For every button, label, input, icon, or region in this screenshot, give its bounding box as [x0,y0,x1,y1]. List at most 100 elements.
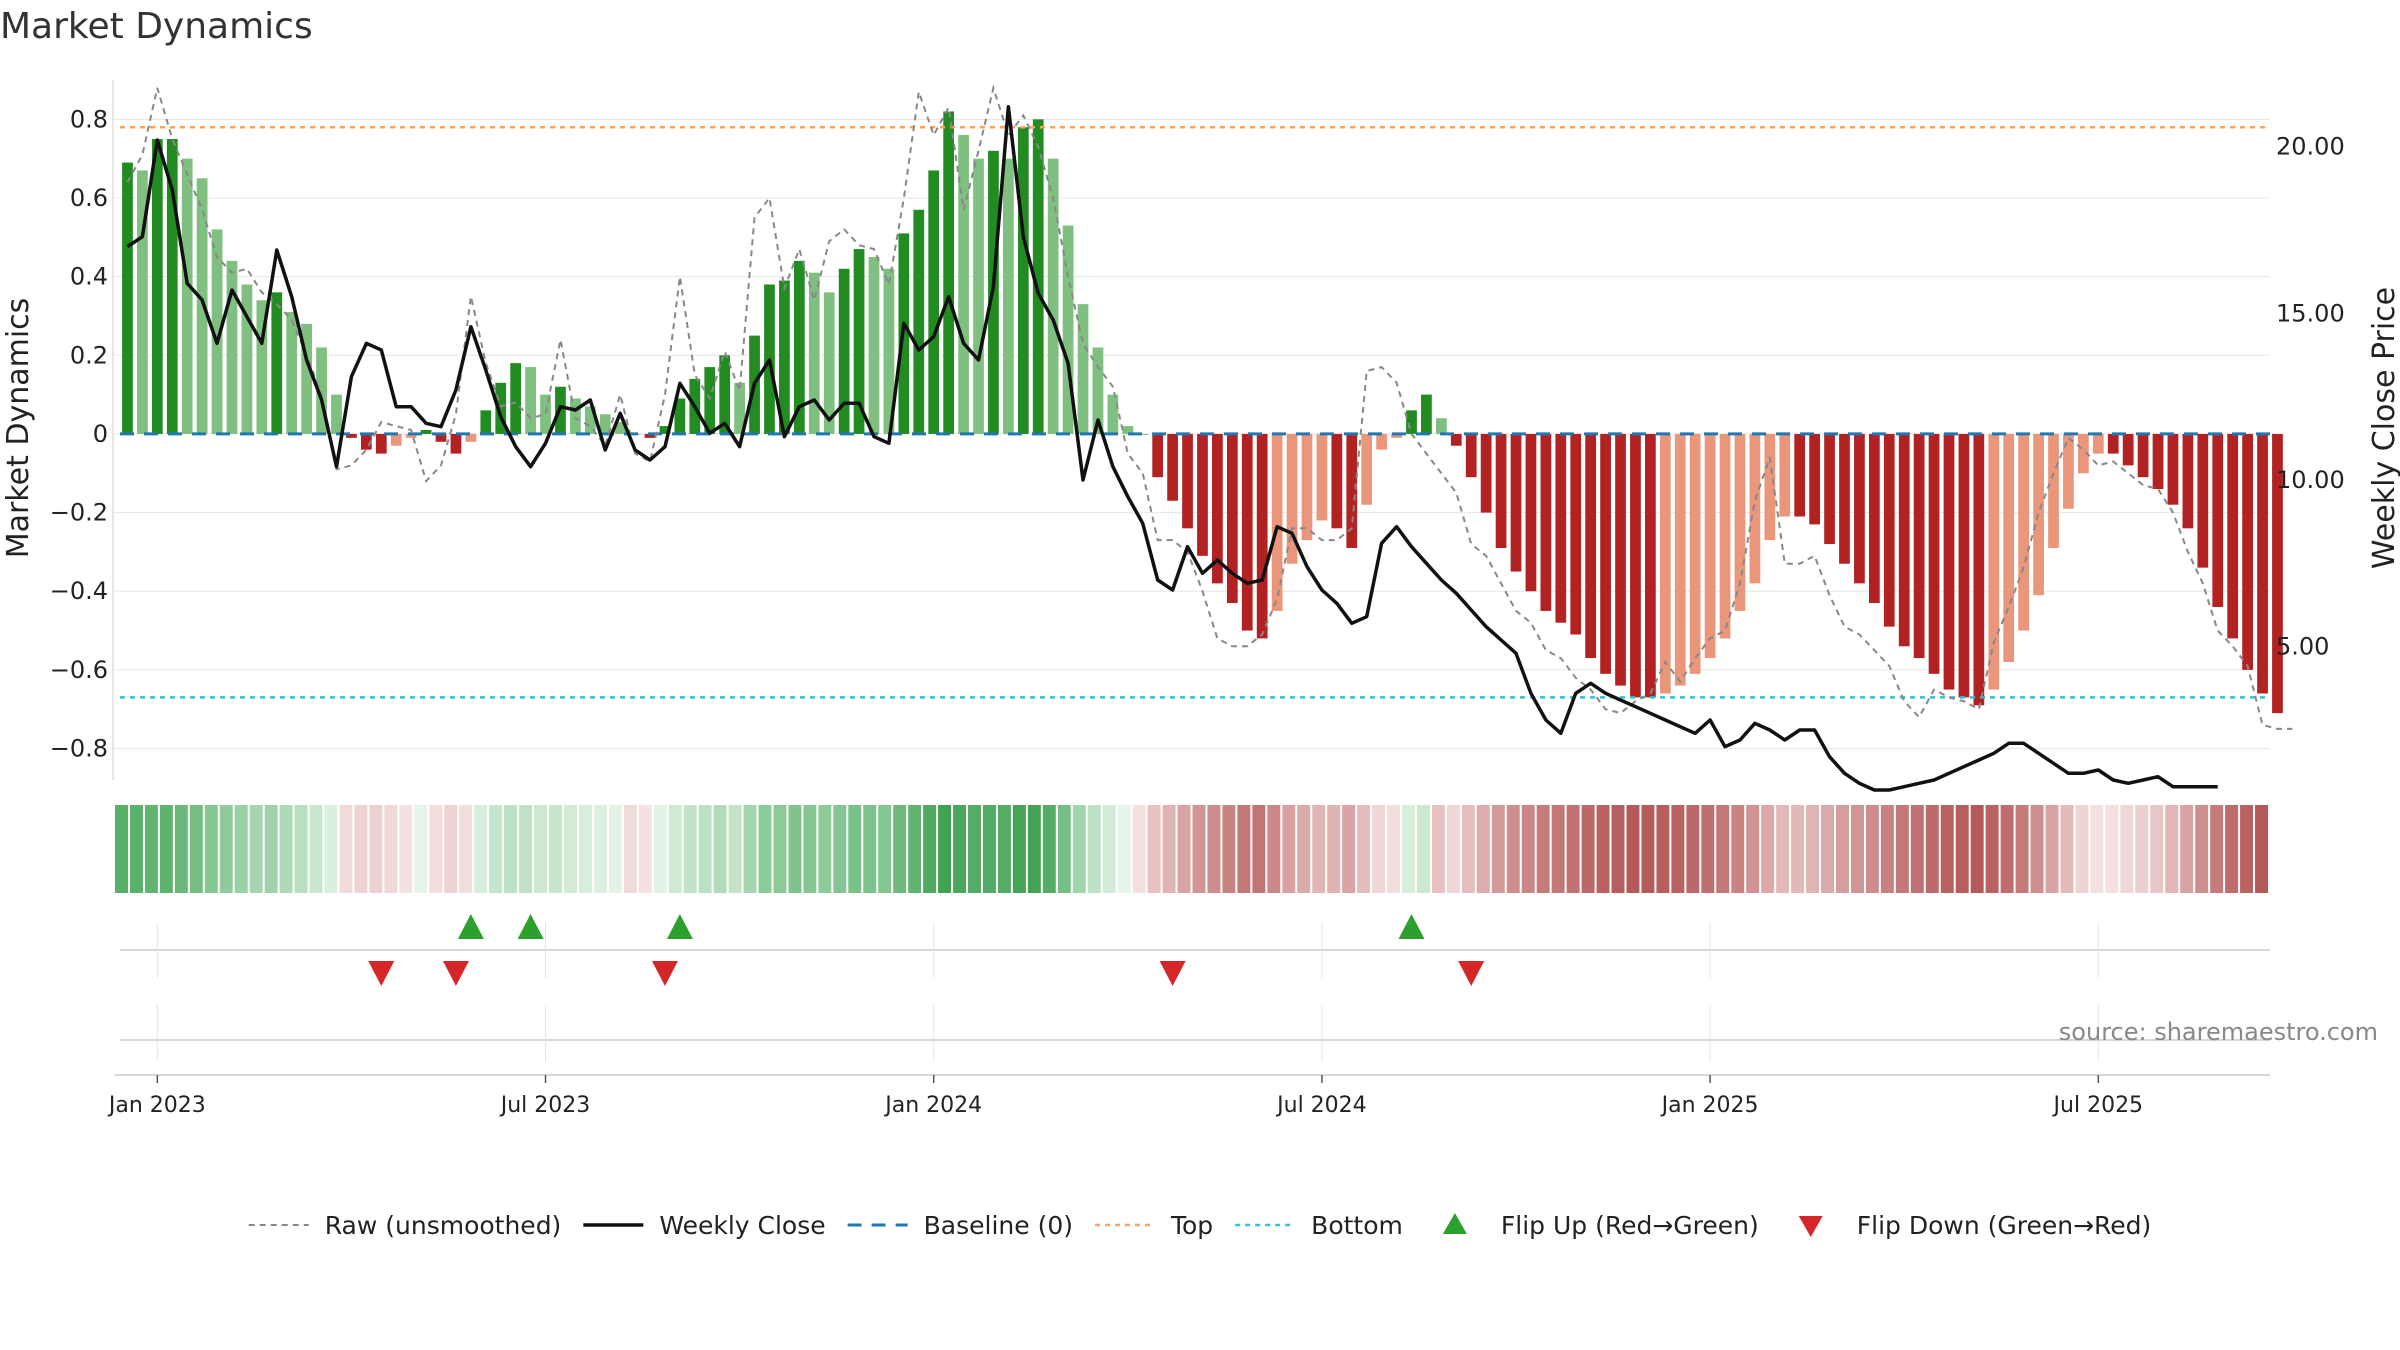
signal-strip-cell [1237,805,1251,893]
dynamics-bar [1854,433,1865,584]
right-axis-label: Weekly Close Price [2367,287,2400,569]
dynamics-bar [1779,433,1791,517]
left-tick-label: 0.6 [70,184,108,212]
signal-strip-cell [384,805,398,893]
signal-strip-cell [2090,805,2104,893]
dynamics-bar [1645,433,1656,698]
signal-strip-cell [444,805,458,893]
signal-strip-cell [1761,805,1775,893]
signal-strip-cell [129,805,143,893]
signal-strip-cell [2195,805,2209,893]
dynamics-bar [958,135,969,434]
signal-strip-cell [1012,805,1026,893]
dynamics-bar [151,138,163,434]
dynamics-bar [2182,433,2194,529]
signal-strip-cell [249,805,263,893]
dynamics-bar [1749,433,1761,584]
dynamics-bar [1092,347,1104,434]
signal-strip-cell [1731,805,1745,893]
dynamics-bar [1883,433,1895,627]
signal-strip-cell [174,805,188,893]
x-tick-label: Jul 2024 [1275,1093,1367,1118]
dynamics-bar [793,260,805,434]
signal-strip-cell [1671,805,1685,893]
signal-strip-cell [1222,805,1236,893]
dynamics-bar [1002,158,1014,434]
dynamics-bar [659,426,671,434]
signal-strip-cell [1476,805,1490,893]
dynamics-bar [1973,433,1985,706]
legend-key [1798,1216,1823,1237]
dynamics-bar [286,312,298,434]
flip-markers-panel [120,914,2270,986]
signal-strip-cell [1297,805,1311,893]
signal-strip-cell [309,805,323,893]
signal-strip-cell [1087,805,1101,893]
dynamics-bar [599,414,611,434]
dynamics-bar [2197,433,2209,568]
signal-strip-cell [1865,805,1879,893]
x-tick-label: Jan 2023 [107,1093,206,1118]
signal-strip-cell [743,805,757,893]
dynamics-bar [1226,433,1238,604]
signal-strip-cell [638,805,652,893]
signal-strip-cell [848,805,862,893]
flip-up-marker [1398,914,1425,939]
dynamics-bar [1047,158,1059,434]
dynamics-bar [570,398,581,434]
signal-strip-cell [2165,805,2179,893]
signal-strip-cell [1402,805,1415,893]
dynamics-bar [1152,433,1164,478]
signal-strip-cell [1985,805,1999,893]
signal-strip-cell [504,805,518,893]
weekly-close-line [126,104,2218,792]
dynamics-bars [122,111,2283,714]
dynamics-bar [2003,433,2015,663]
signal-strip-cell [1521,805,1535,893]
dynamics-bar [1286,433,1298,564]
raw-series-line [126,84,2293,730]
dynamics-bar [1585,433,1597,659]
dynamics-bar [1868,433,1880,604]
flip-down-marker [442,961,469,986]
dynamics-bar [1600,433,1611,674]
signal-strip-cell [668,805,682,893]
signal-strip-cell [2105,805,2119,893]
x-tick-label: Jan 2025 [1660,1093,1759,1118]
signal-strip-cell [1641,805,1655,893]
dynamics-bar [853,249,865,434]
signal-strip-cell [1701,805,1715,893]
dynamics-bar [1017,127,1029,434]
dynamics-bar [823,292,835,434]
dynamics-bar [928,170,940,434]
dynamics-bar [1032,119,1044,434]
signal-strip-cell [548,805,562,893]
dynamics-bar [316,347,327,434]
signal-strip-cell [788,805,802,893]
dynamics-bar [1615,433,1626,686]
flip-down-marker [1159,961,1186,986]
left-tick-label: −0.8 [50,735,108,763]
signal-strip-cell [1357,805,1371,893]
signal-strip-cell [1581,805,1595,893]
dynamics-bar [1988,433,2000,690]
dynamics-bar [1421,394,1432,434]
legend-label: Flip Up (Red→Green) [1501,1211,1759,1240]
dynamics-bar [420,430,432,434]
dynamics-bar [943,111,955,434]
dynamics-bar [2063,433,2074,509]
signal-strip-cell [294,805,308,893]
dynamics-bar [1913,433,1925,659]
signal-strip-cell [758,805,772,893]
left-tick-label: −0.4 [50,577,108,605]
dynamics-bar [973,158,984,434]
signal-strip-cell [2075,805,2089,893]
signal-strip-cell [1327,805,1341,893]
left-tick-label: 0 [93,420,108,448]
signal-strip-cell [519,805,533,893]
legend-label: Raw (unsmoothed) [325,1211,562,1240]
dynamics-bar [2077,433,2089,474]
dynamics-bar [525,367,536,434]
dynamics-bar [644,433,656,438]
signal-strip-cell [2135,805,2149,893]
